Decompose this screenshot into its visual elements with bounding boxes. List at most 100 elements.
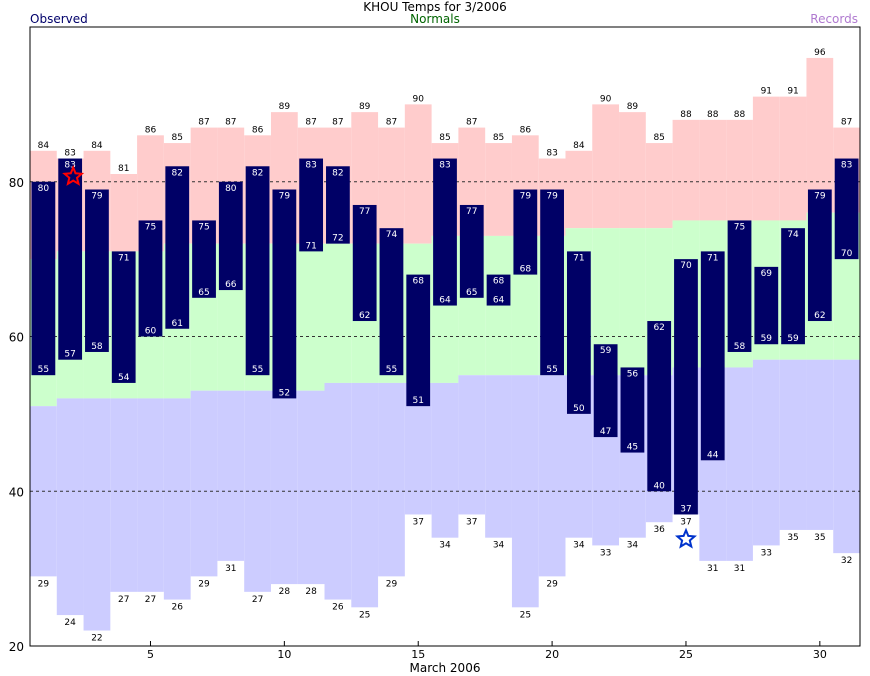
observed-high-label-1: 80 xyxy=(38,184,50,194)
record-low-label-27: 31 xyxy=(734,564,745,574)
observed-low-label-24: 40 xyxy=(653,481,665,491)
record-high-band-14 xyxy=(378,127,405,244)
value-labels: 80 55 84 29 83 57 83 24 79 58 84 22 71 54 81 27 75 60 86 27… xyxy=(38,48,853,644)
normal-band-12 xyxy=(324,243,352,383)
record-low-band-27 xyxy=(726,367,753,561)
observed-high-label-31: 83 xyxy=(841,161,852,171)
record-high-label-5: 86 xyxy=(145,125,157,135)
observed-low-label-28: 59 xyxy=(761,334,773,344)
observed-high-label-11: 83 xyxy=(305,161,316,171)
record-low-band-4 xyxy=(110,398,138,592)
observed-bar-24 xyxy=(647,321,672,492)
record-stars xyxy=(62,164,697,549)
record-low-label-29: 35 xyxy=(787,533,798,543)
observed-bar-12 xyxy=(326,166,350,244)
observed-low-label-22: 47 xyxy=(600,427,611,437)
record-high-label-7: 87 xyxy=(198,118,209,128)
record-low-band-10 xyxy=(270,390,298,585)
record-low-band-14 xyxy=(378,382,405,577)
record-low-band-16 xyxy=(431,382,459,538)
record-low-label-28: 33 xyxy=(761,548,772,558)
record-low-band-8 xyxy=(217,390,245,561)
record-low-label-11: 28 xyxy=(305,587,317,597)
observed-bars xyxy=(31,158,859,515)
record-low-band-7 xyxy=(190,390,218,577)
x-tick-10: 10 xyxy=(277,648,291,661)
observed-high-label-12: 82 xyxy=(332,168,343,178)
record-low-label-1: 29 xyxy=(38,579,50,589)
observed-high-label-21: 71 xyxy=(573,253,584,263)
record-high-band-29 xyxy=(779,96,807,221)
record-high-label-2: 83 xyxy=(64,149,75,159)
record-high-label-9: 86 xyxy=(252,125,264,135)
record-low-label-21: 34 xyxy=(573,541,585,551)
record-high-label-16: 85 xyxy=(439,133,450,143)
record-high-label-31: 87 xyxy=(841,118,852,128)
record-low-label-30: 35 xyxy=(814,533,825,543)
observed-bar-1 xyxy=(31,181,56,376)
record-low-label-14: 29 xyxy=(386,579,398,589)
record-high-label-25: 88 xyxy=(680,110,692,120)
observed-high-label-10: 79 xyxy=(279,191,291,201)
record-low-band-2 xyxy=(56,398,84,616)
legend-records: Records xyxy=(810,12,858,26)
observed-high-label-24: 62 xyxy=(653,323,664,333)
x-tick-5: 5 xyxy=(147,648,154,661)
observed-low-label-14: 55 xyxy=(386,365,397,375)
record-high-label-24: 85 xyxy=(653,133,664,143)
observed-low-label-6: 61 xyxy=(172,319,183,329)
x-tick-20: 20 xyxy=(545,648,559,661)
normal-band-11 xyxy=(297,243,325,391)
record-high-band-18 xyxy=(485,143,512,236)
record-high-band-27 xyxy=(726,119,753,221)
observed-bar-13 xyxy=(352,204,377,322)
observed-high-label-9: 82 xyxy=(252,168,263,178)
observed-low-label-8: 66 xyxy=(225,280,237,290)
observed-low-label-3: 58 xyxy=(91,342,103,352)
record-high-label-17: 87 xyxy=(466,118,477,128)
record-low-label-13: 25 xyxy=(359,610,370,620)
observed-high-label-5: 75 xyxy=(145,222,156,232)
observed-low-label-13: 62 xyxy=(359,311,370,321)
x-tick-25: 25 xyxy=(679,648,693,661)
record-low-label-4: 27 xyxy=(118,595,129,605)
record-high-label-3: 84 xyxy=(91,141,103,151)
observed-low-label-26: 44 xyxy=(707,450,719,460)
record-high-band-26 xyxy=(699,119,727,221)
record-high-label-4: 81 xyxy=(118,164,129,174)
record-low-label-8: 31 xyxy=(225,564,236,574)
record-high-band-28 xyxy=(752,96,780,221)
observed-bar-5 xyxy=(138,220,163,337)
observed-bar-17 xyxy=(459,204,484,298)
observed-high-label-29: 74 xyxy=(787,230,799,240)
record-low-star-icon xyxy=(674,527,697,549)
observed-low-label-19: 68 xyxy=(520,265,532,275)
observed-bar-22 xyxy=(593,344,618,438)
record-low-label-9: 27 xyxy=(252,595,263,605)
record-high-label-22: 90 xyxy=(600,94,612,104)
record-low-label-5: 27 xyxy=(145,595,156,605)
record-low-band-17 xyxy=(458,375,486,515)
observed-bar-16 xyxy=(433,158,457,306)
record-high-label-26: 88 xyxy=(707,110,719,120)
record-low-band-5 xyxy=(137,398,164,592)
observed-high-label-19: 79 xyxy=(520,191,532,201)
observed-low-label-11: 71 xyxy=(305,241,316,251)
record-low-label-16: 34 xyxy=(439,541,451,551)
observed-low-label-18: 64 xyxy=(493,296,505,306)
observed-high-label-17: 77 xyxy=(466,207,477,217)
observed-low-label-9: 55 xyxy=(252,365,263,375)
observed-bar-21 xyxy=(566,251,591,414)
observed-bar-15 xyxy=(406,274,431,407)
record-low-band-6 xyxy=(163,398,191,600)
record-low-label-15: 37 xyxy=(412,517,423,527)
record-high-label-29: 91 xyxy=(787,87,798,97)
plot-frame xyxy=(29,26,861,647)
observed-bar-26 xyxy=(700,251,725,461)
record-low-label-18: 34 xyxy=(493,541,505,551)
record-high-band-24 xyxy=(645,143,673,229)
observed-high-label-6: 82 xyxy=(172,168,183,178)
record-low-band-30 xyxy=(806,359,834,530)
observed-bar-30 xyxy=(807,189,832,322)
observed-bar-8 xyxy=(218,181,243,291)
